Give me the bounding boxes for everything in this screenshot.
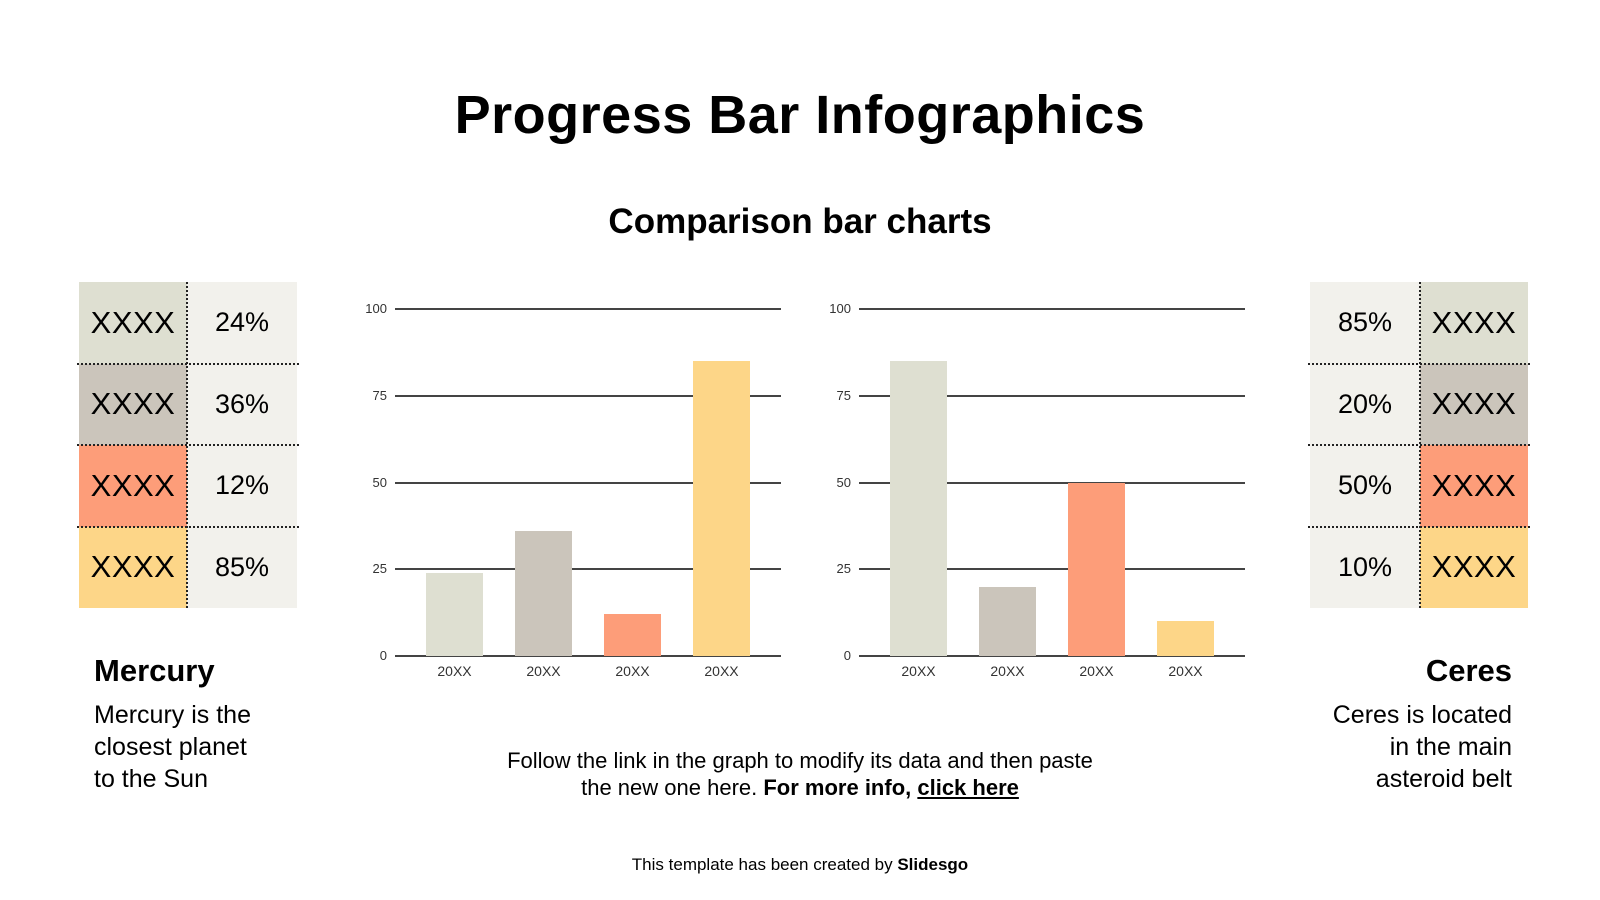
note-bold: For more info, [763, 775, 918, 800]
mercury-text-line: Mercury is the [94, 701, 251, 729]
row-label: XXXX [79, 445, 187, 527]
mercury-heading: Mercury [94, 653, 215, 688]
y-tick-label: 100 [365, 301, 387, 316]
row-value: 85% [1310, 282, 1420, 364]
left-progress-table: XXXX 24% XXXX 36% XXXX 12% XXXX 85% [77, 282, 299, 608]
table-row: 85% XXXX [1310, 282, 1528, 364]
ceres-description: Ceres Ceres is located in the main aster… [1270, 653, 1512, 795]
dotted-divider [77, 444, 299, 446]
x-tick-label: 20XX [437, 663, 472, 679]
y-tick-label: 0 [843, 648, 851, 663]
table-row: XXXX 85% [79, 526, 297, 608]
gridline [859, 568, 1245, 571]
instruction-note: Follow the link in the graph to modify i… [400, 747, 1200, 801]
gridline [395, 394, 781, 397]
y-tick-label: 75 [372, 387, 387, 403]
ceres-text-line: in the main [1389, 733, 1512, 761]
y-tick-label: 25 [372, 561, 387, 577]
bar[interactable] [515, 531, 572, 656]
x-tick-label: 20XX [526, 663, 561, 679]
footer-credit: This template has been created by Slides… [0, 855, 1600, 875]
row-label: XXXX [79, 282, 187, 364]
table-row: XXXX 24% [79, 282, 297, 364]
footer-text: This template has been created by [631, 855, 898, 874]
bar[interactable] [1068, 482, 1125, 656]
note-plain: the new one here. [581, 775, 764, 800]
x-tick-label: 20XX [704, 663, 739, 679]
right-progress-table: 85% XXXX 20% XXXX 50% XXXX 10% XXXX [1308, 282, 1530, 608]
gridline [859, 308, 1245, 310]
y-tick-label: 50 [836, 474, 851, 490]
gridline [395, 308, 781, 310]
y-tick-label: 0 [379, 648, 387, 663]
table-row: 50% XXXX [1310, 445, 1528, 527]
y-tick-label: 75 [836, 387, 851, 403]
bar[interactable] [979, 586, 1036, 656]
row-label: XXXX [79, 363, 187, 445]
row-value: 10% [1310, 526, 1420, 608]
section-subtitle: Comparison bar charts [608, 202, 992, 241]
bar-chart-right[interactable]: 0 25 50 75 100 20XX 20XX 20XX 20XX [819, 300, 1245, 700]
ceres-heading: Ceres [1425, 653, 1512, 688]
table-row: XXXX 36% [79, 363, 297, 445]
table-row: XXXX 12% [79, 445, 297, 527]
x-tick-label: 20XX [901, 663, 936, 679]
dotted-divider [1308, 362, 1530, 365]
y-tick-label: 100 [829, 301, 851, 316]
bar[interactable] [1157, 621, 1214, 656]
row-value: 12% [187, 445, 297, 527]
dotted-divider [77, 525, 299, 528]
table-row: 10% XXXX [1310, 526, 1528, 608]
bar[interactable] [604, 614, 661, 656]
page-title: Progress Bar Infographics [454, 85, 1146, 145]
x-tick-label: 20XX [990, 663, 1025, 679]
gridline [859, 655, 1245, 657]
y-tick-label: 25 [836, 561, 851, 577]
row-value: 24% [187, 282, 297, 364]
click-here-link[interactable]: click here [917, 775, 1019, 800]
mercury-text-line: closest planet [94, 733, 247, 761]
note-line-1: Follow the link in the graph to modify i… [507, 748, 1093, 773]
gridline [395, 481, 781, 484]
x-tick-label: 20XX [1168, 663, 1203, 679]
y-tick-label: 50 [372, 474, 387, 490]
footer-brand: Slidesgo [897, 855, 969, 874]
bar[interactable] [693, 361, 750, 656]
row-label: XXXX [1420, 526, 1528, 608]
ceres-text-line: Ceres is located [1332, 701, 1512, 729]
dotted-divider [1308, 525, 1530, 528]
bar-chart-left[interactable]: 0 25 50 75 100 20XX 20XX 20XX 20XX [355, 300, 781, 700]
gridline [395, 655, 781, 657]
table-row: 20% XXXX [1310, 363, 1528, 445]
dotted-divider [77, 362, 299, 365]
row-value: 50% [1310, 445, 1420, 527]
mercury-text-line: to the Sun [94, 765, 208, 793]
row-label: XXXX [1420, 445, 1528, 527]
row-label: XXXX [1420, 282, 1528, 364]
bar[interactable] [890, 361, 947, 656]
x-tick-label: 20XX [615, 663, 650, 679]
row-value: 85% [187, 526, 297, 608]
gridline [859, 394, 1245, 397]
row-label: XXXX [1420, 363, 1528, 445]
x-tick-label: 20XX [1079, 663, 1114, 679]
note-line-2: the new one here. For more info, click h… [400, 774, 1200, 801]
gridline [859, 481, 1245, 484]
gridline [395, 568, 781, 571]
bar[interactable] [426, 572, 483, 656]
row-label: XXXX [79, 526, 187, 608]
row-value: 36% [187, 363, 297, 445]
ceres-text-line: asteroid belt [1375, 765, 1512, 793]
row-value: 20% [1310, 363, 1420, 445]
mercury-description: Mercury Mercury is the closest planet to… [94, 653, 334, 795]
dotted-divider [1308, 444, 1530, 446]
